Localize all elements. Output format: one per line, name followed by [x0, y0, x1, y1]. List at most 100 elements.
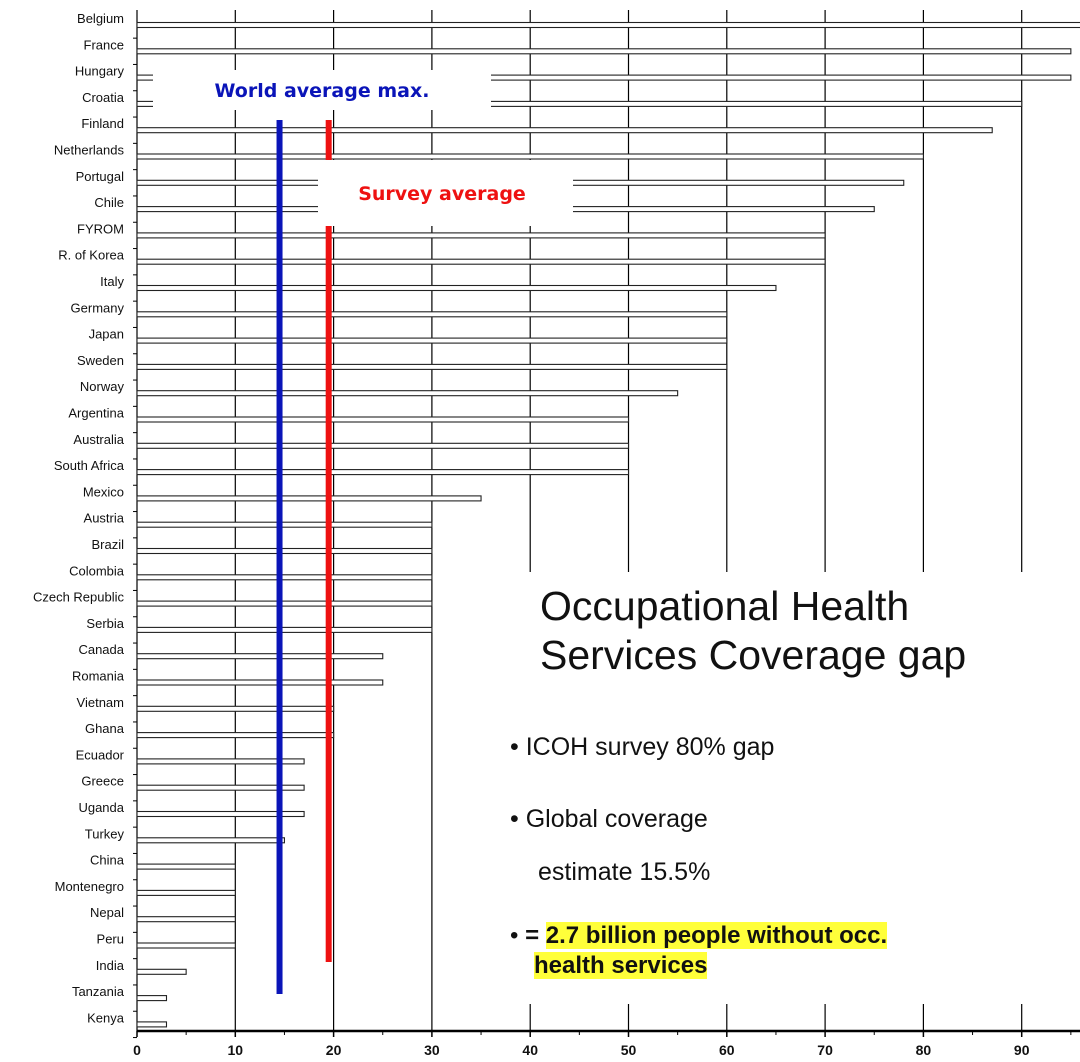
highlighted-text-line2: health services	[534, 952, 708, 979]
category-label: Australia	[73, 432, 124, 447]
bullet-text: ICOH survey 80% gap	[525, 733, 775, 761]
bar-finland	[136, 127, 993, 134]
bar-netherlands	[136, 153, 924, 160]
category-label: Argentina	[68, 406, 124, 421]
bullet-text: Global coverage	[525, 805, 708, 833]
x-tick-label-0: 0	[133, 1042, 141, 1058]
bar-vietnam	[136, 705, 335, 712]
bar-australia	[136, 442, 630, 449]
x-tick-label-70: 70	[817, 1042, 833, 1058]
category-label: Norway	[80, 379, 125, 394]
x-tick-label-20: 20	[326, 1042, 342, 1058]
category-label: Japan	[89, 327, 124, 342]
category-label: Ecuador	[76, 747, 125, 762]
category-label: Germany	[71, 300, 125, 315]
textbox-title: Occupational Health Services Coverage ga…	[540, 582, 966, 680]
bullet-dot: •	[510, 805, 519, 833]
x-tick-label-50: 50	[621, 1042, 637, 1058]
category-label: Vietnam	[77, 695, 124, 710]
bar-japan	[136, 337, 728, 344]
category-label: Turkey	[85, 826, 125, 841]
bar-austria	[136, 521, 433, 528]
x-tick-label-60: 60	[719, 1042, 735, 1058]
x-tick-label-90: 90	[1014, 1042, 1030, 1058]
x-tick-label-30: 30	[424, 1042, 440, 1058]
category-label: Sweden	[77, 353, 124, 368]
bar-serbia	[136, 626, 433, 633]
bar-croatia	[136, 100, 1023, 107]
survey-average-label-bg	[318, 160, 573, 226]
category-label: China	[90, 853, 125, 868]
category-label: Kenya	[87, 1010, 125, 1025]
category-label: Austria	[84, 511, 125, 526]
bar-tanzania	[136, 995, 168, 1002]
bar-brazil	[136, 547, 433, 555]
survey-average-label: Survey average	[358, 183, 526, 205]
category-label: Hungary	[75, 64, 125, 79]
coverage-gap-textbox: Occupational Health Services Coverage ga…	[490, 572, 1050, 1004]
bar-nepal	[136, 916, 236, 923]
bullet-global-coverage: • Global coverage	[510, 804, 708, 834]
world-average-line	[276, 120, 283, 994]
bar-montenegro	[136, 889, 236, 896]
category-label: Ghana	[85, 721, 125, 736]
highlighted-text-line1: 2.7 billion people without occ.	[545, 922, 888, 949]
category-labels: Belgium France Hungary Croatia Finland Nether…	[33, 11, 137, 1039]
x-tick-label-10: 10	[228, 1042, 244, 1058]
bar-belgium	[136, 21, 1080, 29]
bullet-prefix: =	[525, 922, 546, 949]
category-label: Belgium	[77, 11, 124, 26]
bullet-dot: •	[510, 922, 519, 949]
bar-china	[136, 863, 236, 870]
bar-colombia	[136, 574, 433, 581]
category-label: FYROM	[77, 221, 124, 236]
category-label: South Africa	[54, 458, 125, 473]
world-average-label-bg	[153, 70, 491, 110]
textbox-title-line1: Occupational Health	[540, 583, 910, 629]
category-label: Peru	[97, 932, 124, 947]
category-label: Greece	[81, 774, 124, 789]
reference-lines: World average max. Survey average	[153, 70, 573, 994]
bar-italy	[136, 284, 777, 292]
category-label: Czech Republic	[33, 590, 125, 605]
category-label: Romania	[72, 669, 125, 684]
x-tick-label-40: 40	[522, 1042, 538, 1058]
bar-argentina	[136, 416, 630, 423]
bar-norway	[136, 390, 679, 397]
bar-r-of-korea	[136, 258, 826, 265]
category-label: R. of Korea	[58, 248, 125, 263]
bar-ghana	[136, 732, 335, 739]
bar-hungary	[136, 74, 1072, 81]
bar-germany	[136, 311, 728, 318]
category-label: Canada	[78, 642, 124, 657]
bar-ecuador	[136, 758, 305, 765]
x-tick-label-80: 80	[916, 1042, 932, 1058]
bullet-billion-people: • = 2.7 billion people without occ.	[510, 922, 888, 950]
category-label: Brazil	[91, 537, 124, 552]
category-label: Finland	[81, 116, 124, 131]
bar-turkey	[136, 837, 285, 844]
bar-mexico	[136, 495, 482, 502]
textbox-title-line2: Services Coverage gap	[540, 632, 967, 678]
bullet-billion-people-cont: health services	[534, 952, 708, 980]
bullet-icoh-survey: • ICOH survey 80% gap	[510, 732, 774, 762]
category-label: Tanzania	[72, 984, 125, 999]
world-average-label: World average max.	[215, 80, 430, 102]
category-label: Italy	[100, 274, 124, 289]
category-label: Montenegro	[55, 879, 124, 894]
bar-sweden	[136, 363, 728, 370]
bar-czech-republic	[136, 600, 433, 607]
bar-france	[136, 48, 1072, 55]
bar-fyrom	[136, 232, 826, 239]
category-label: Mexico	[83, 484, 124, 499]
bar-greece	[136, 784, 305, 791]
bar-canada	[136, 653, 384, 660]
category-label: Croatia	[82, 90, 125, 105]
bar-uganda	[136, 810, 305, 818]
category-label: Colombia	[69, 563, 125, 578]
category-label: Portugal	[76, 169, 125, 184]
category-label: Serbia	[86, 616, 124, 631]
bullet-dot: •	[510, 733, 519, 761]
bar-south-africa	[136, 469, 630, 476]
